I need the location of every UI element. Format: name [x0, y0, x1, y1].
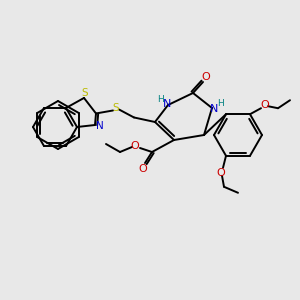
- Text: S: S: [82, 88, 88, 98]
- Text: N: N: [96, 121, 104, 131]
- Text: H: H: [217, 98, 224, 107]
- Text: N: N: [210, 104, 218, 114]
- Text: O: O: [139, 164, 147, 174]
- Text: O: O: [261, 100, 269, 110]
- Text: H: H: [158, 94, 164, 103]
- Text: O: O: [202, 72, 210, 82]
- Text: N: N: [163, 99, 171, 109]
- Text: O: O: [217, 168, 225, 178]
- Text: S: S: [113, 103, 119, 113]
- Text: O: O: [130, 141, 140, 151]
